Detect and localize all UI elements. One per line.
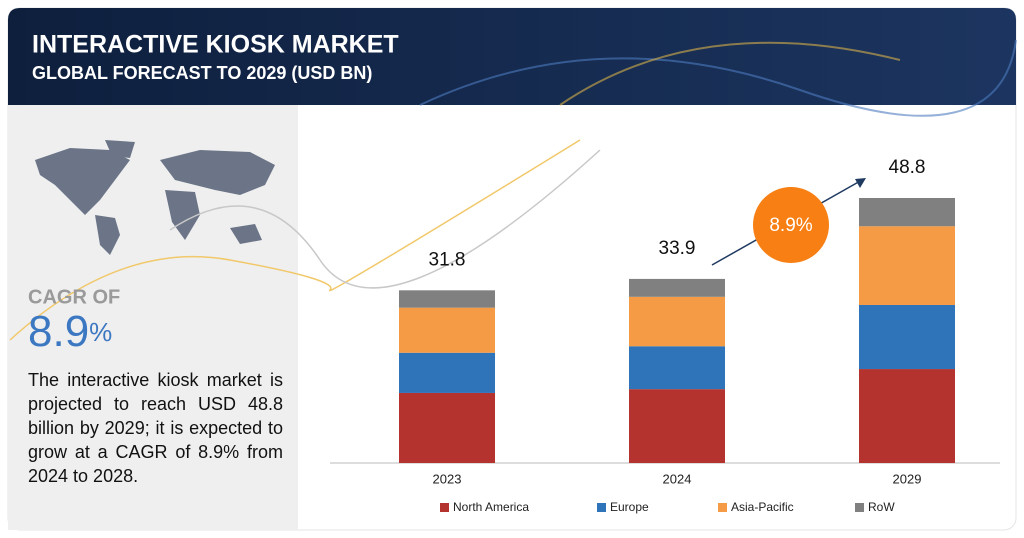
decor (169, 149, 601, 289)
legend-swatch (855, 503, 864, 512)
legend-swatch (440, 503, 449, 512)
total-label: 48.8 (889, 157, 926, 178)
legend-swatch (597, 503, 606, 512)
legend-label: Asia-Pacific (731, 500, 794, 514)
bar-segment (399, 290, 495, 308)
world-map (35, 140, 275, 255)
x-tick-label: 2029 (893, 471, 922, 486)
cagr-value: 8.9% (28, 307, 112, 356)
decor (419, 39, 1017, 117)
bar-segment (629, 278, 725, 297)
x-tick-label: 2023 (433, 471, 462, 486)
x-tick-label: 2024 (663, 471, 692, 486)
cagr-heading: CAGR OF (28, 286, 120, 308)
subtitle: GLOBAL FORECAST TO 2029 (USD BN) (32, 63, 372, 83)
legend-label: North America (453, 500, 529, 514)
bar-segment (859, 226, 955, 305)
cagr-number: 8.9 (28, 307, 89, 356)
bar-segment (859, 304, 955, 370)
bar-segment (629, 296, 725, 347)
total-label: 31.8 (429, 249, 466, 270)
description: The interactive kiosk market is projecte… (28, 370, 283, 486)
legend-swatch (718, 503, 727, 512)
cagr-unit: % (89, 317, 112, 347)
decor (9, 139, 581, 341)
bar-segment (859, 369, 955, 463)
bar-segment (629, 346, 725, 390)
decor (559, 41, 901, 106)
legend-label: Europe (610, 500, 649, 514)
arrow-head (855, 178, 866, 188)
total-label: 33.9 (659, 238, 696, 259)
bar-segment (399, 352, 495, 393)
bar-segment (629, 389, 725, 463)
cagr-bubble (753, 187, 829, 263)
legend-label: RoW (868, 500, 895, 514)
title: INTERACTIVE KIOSK MARKET (32, 31, 399, 59)
bar-segment (399, 307, 495, 353)
bar-segment (859, 198, 955, 227)
header-bg (8, 8, 1016, 105)
bar-segment (399, 392, 495, 463)
cagr-bubble-label: 8.9% (769, 215, 812, 236)
